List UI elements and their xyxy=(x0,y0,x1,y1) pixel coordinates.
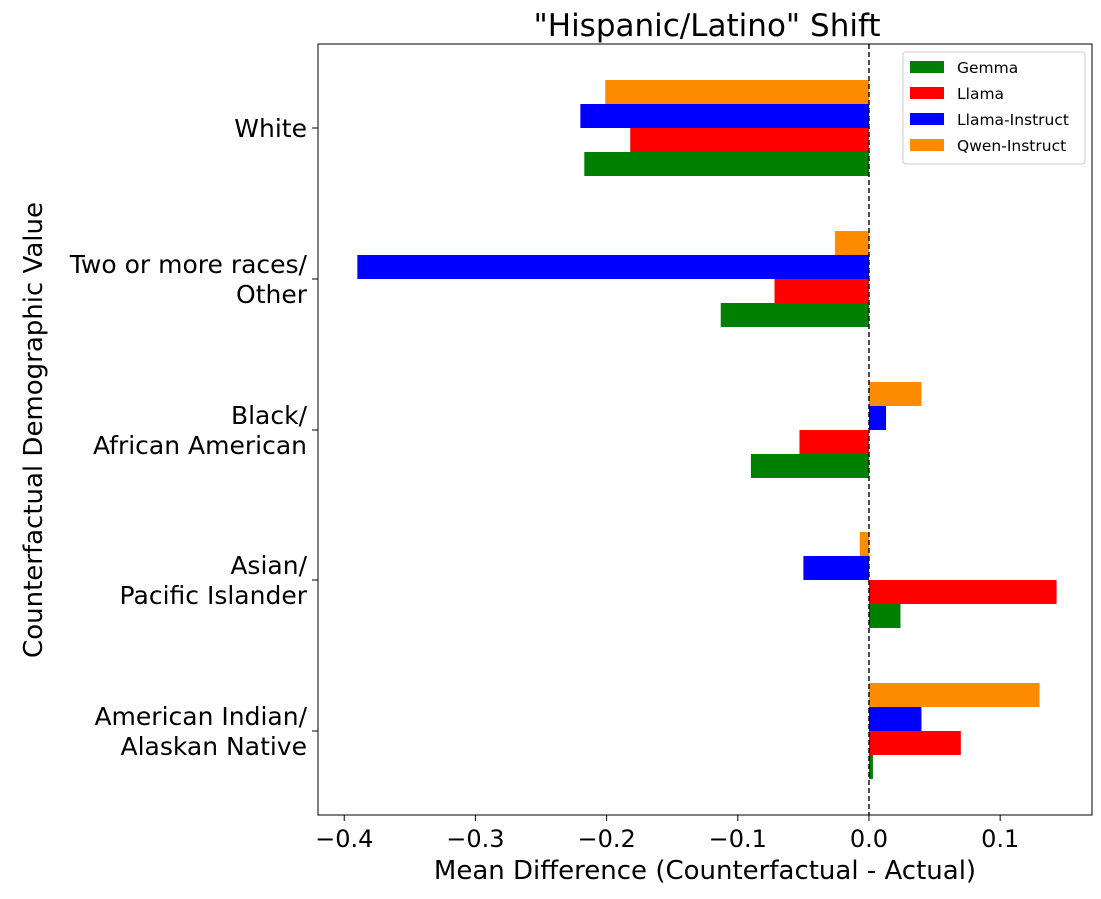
legend-swatch-llama xyxy=(910,87,944,99)
legend-label: Llama-Instruct xyxy=(957,111,1069,129)
x-tick-label: −0.2 xyxy=(577,825,635,853)
bar-qwen-instruct-2 xyxy=(868,382,922,406)
legend-swatch-qwen-instruct xyxy=(910,139,944,151)
bar-qwen-instruct-3 xyxy=(859,532,869,556)
bar-llama-2 xyxy=(799,430,869,454)
bar-qwen-instruct-1 xyxy=(834,231,869,255)
legend-label: Llama xyxy=(957,85,1004,103)
x-tick-label: 0.1 xyxy=(981,825,1019,853)
bar-gemma-4 xyxy=(868,755,873,779)
legend-swatch-gemma xyxy=(910,61,944,73)
x-tick-label: −0.4 xyxy=(315,825,373,853)
chart-title: "Hispanic/Latino" Shift xyxy=(534,8,881,44)
y-tick-label: African American xyxy=(93,431,307,460)
bar-gemma-1 xyxy=(720,303,869,327)
legend-label: Qwen-Instruct xyxy=(957,137,1066,155)
bar-llama-instruct-0 xyxy=(580,104,869,128)
bars xyxy=(357,80,1057,779)
y-tick-label: Two or more races/ xyxy=(69,250,308,279)
plot-frame xyxy=(317,43,1093,816)
legend-swatch-llama-instruct xyxy=(910,113,944,125)
bar-llama-instruct-4 xyxy=(868,707,922,731)
bar-qwen-instruct-4 xyxy=(868,683,1040,707)
bar-llama-3 xyxy=(868,580,1057,604)
bar-llama-4 xyxy=(868,731,961,755)
bar-llama-instruct-3 xyxy=(803,556,869,580)
y-tick-label: Asian/ xyxy=(230,551,307,580)
y-tick-label: White xyxy=(234,114,307,143)
y-axis-label: Counterfactual Demographic Value xyxy=(19,202,49,658)
legend-label: Gemma xyxy=(957,59,1018,77)
bar-gemma-3 xyxy=(868,604,901,628)
x-axis-ticks: −0.4 −0.3 −0.2 −0.1 0.0 0.1 xyxy=(315,815,1019,853)
y-tick-label: American Indian/ xyxy=(94,702,307,731)
bar-llama-0 xyxy=(630,128,869,152)
x-tick-label: −0.1 xyxy=(709,825,767,853)
bar-llama-1 xyxy=(774,279,869,303)
x-axis-label: Mean Difference (Counterfactual - Actual… xyxy=(434,856,976,886)
y-tick-label: Other xyxy=(236,280,308,309)
y-axis-ticks: White Two or more races/Other Black/Africa… xyxy=(69,114,318,761)
y-tick-label: Black/ xyxy=(231,401,308,430)
bar-qwen-instruct-0 xyxy=(605,80,869,104)
y-tick-label: Pacific Islander xyxy=(120,581,308,610)
bar-gemma-2 xyxy=(750,454,869,478)
x-tick-label: 0.0 xyxy=(850,825,888,853)
bar-llama-instruct-1 xyxy=(357,255,869,279)
bar-gemma-0 xyxy=(584,152,869,176)
bar-llama-instruct-2 xyxy=(868,406,887,430)
legend-box xyxy=(902,51,1086,165)
x-tick-label: −0.3 xyxy=(446,825,504,853)
legend: Gemma Llama Llama-Instruct Qwen-Instruct xyxy=(902,51,1086,165)
y-tick-label: Alaskan Native xyxy=(121,732,308,761)
